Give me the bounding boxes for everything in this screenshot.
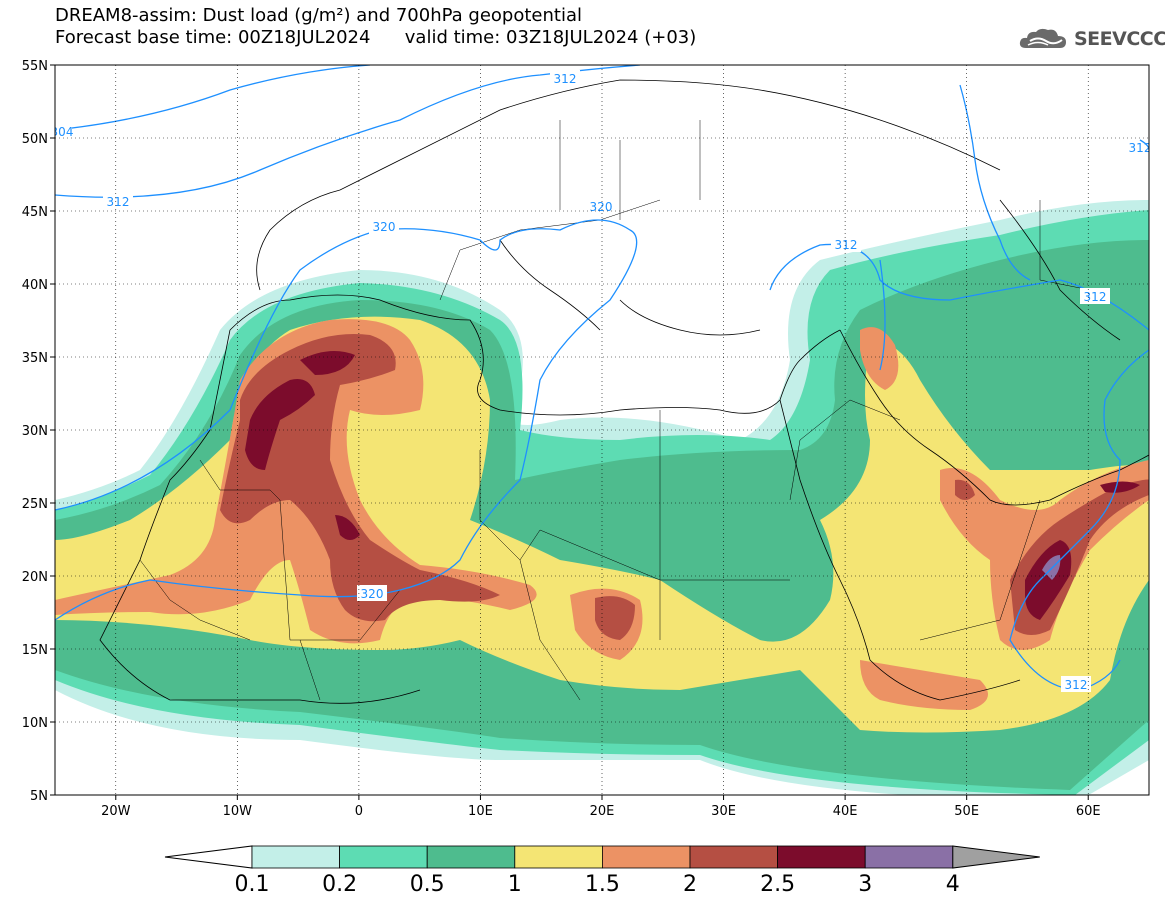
isoline-label: 312 xyxy=(107,195,130,209)
isoline-label: 320 xyxy=(373,220,396,234)
lat-tick-label: 55N xyxy=(22,59,48,74)
colorbar-label: 1.5 xyxy=(585,872,620,897)
lat-tick-label: 20N xyxy=(22,570,48,585)
map-plot-area: 312 312 312 320 320 320 312 312 312 304 xyxy=(51,65,1152,795)
lon-tick-label: 40E xyxy=(833,804,858,819)
map-title: DREAM8-assim: Dust load (g/m²) and 700hP… xyxy=(55,5,582,26)
lat-tick-label: 40N xyxy=(22,278,48,293)
colorbar-label: 0.2 xyxy=(322,872,357,897)
colorbar-swatch xyxy=(864,845,954,869)
longitude-axis: 20W 10W 0 10E 20E 30E 40E 50E 60E xyxy=(101,795,1101,819)
colorbar-label: 3 xyxy=(858,872,872,897)
isoline-label: 320 xyxy=(590,200,613,214)
isoline-labels: 312 312 312 320 320 320 312 312 312 304 xyxy=(51,70,1152,692)
lat-tick-label: 50N xyxy=(22,132,48,147)
colorbar-swatch xyxy=(689,845,778,869)
isoline-label: 312 xyxy=(1084,290,1107,304)
seevccc-logo: SEEVCCC xyxy=(1018,26,1165,52)
lat-tick-label: 30N xyxy=(22,424,48,439)
lat-tick-label: 35N xyxy=(22,351,48,366)
logo-text: SEEVCCC xyxy=(1074,28,1165,50)
lon-tick-label: 20E xyxy=(590,804,615,819)
colorbar-under-triangle xyxy=(164,845,253,869)
lon-tick-label: 30E xyxy=(711,804,736,819)
lat-tick-label: 15N xyxy=(22,643,48,658)
isoline-label: 304 xyxy=(51,125,74,139)
country-borders xyxy=(139,120,1091,701)
colorbar-swatch xyxy=(251,845,340,869)
colorbar-swatch xyxy=(777,845,866,869)
colorbar-label: 0.5 xyxy=(410,872,445,897)
isoline-label: 312 xyxy=(835,238,858,252)
lat-tick-label: 45N xyxy=(22,205,48,220)
isoline-label: 320 xyxy=(361,587,384,601)
lat-tick-label: 25N xyxy=(22,497,48,512)
colorbar-swatch xyxy=(339,845,428,869)
colorbar-over-triangle xyxy=(952,845,1040,869)
lon-tick-label: 0 xyxy=(355,804,363,819)
lon-tick-label: 20W xyxy=(101,804,131,819)
lon-tick-label: 50E xyxy=(954,804,979,819)
colorbar-label: 4 xyxy=(946,872,960,897)
isoline-label: 312 xyxy=(554,72,577,86)
lat-tick-label: 5N xyxy=(30,789,48,804)
lat-tick-label: 10N xyxy=(22,716,48,731)
isoline-label: 312 xyxy=(1129,141,1152,155)
colorbar-label: 1 xyxy=(508,872,522,897)
lon-tick-label: 10E xyxy=(468,804,493,819)
colorbar-label: 2 xyxy=(683,872,697,897)
colorbar-swatch xyxy=(426,845,516,869)
map-grid xyxy=(55,65,1149,795)
lon-tick-label: 10W xyxy=(223,804,253,819)
colorbar-swatch xyxy=(602,845,691,869)
lon-tick-label: 60E xyxy=(1076,804,1101,819)
cloud-logo-icon xyxy=(1019,28,1066,48)
latitude-axis: 55N 50N 45N 40N 35N 30N 25N 20N 15N 10N 5N xyxy=(22,59,55,804)
colorbar-swatch xyxy=(514,845,603,869)
colorbar-label: 2.5 xyxy=(760,872,795,897)
colorbar-label: 0.1 xyxy=(235,872,270,897)
colorbar: 0.1 0.2 0.5 1 1.5 2 2.5 3 4 xyxy=(164,845,1040,897)
forecast-time-line: Forecast base time: 00Z18JUL2024 valid t… xyxy=(55,27,697,48)
isoline-label: 312 xyxy=(1065,678,1088,692)
